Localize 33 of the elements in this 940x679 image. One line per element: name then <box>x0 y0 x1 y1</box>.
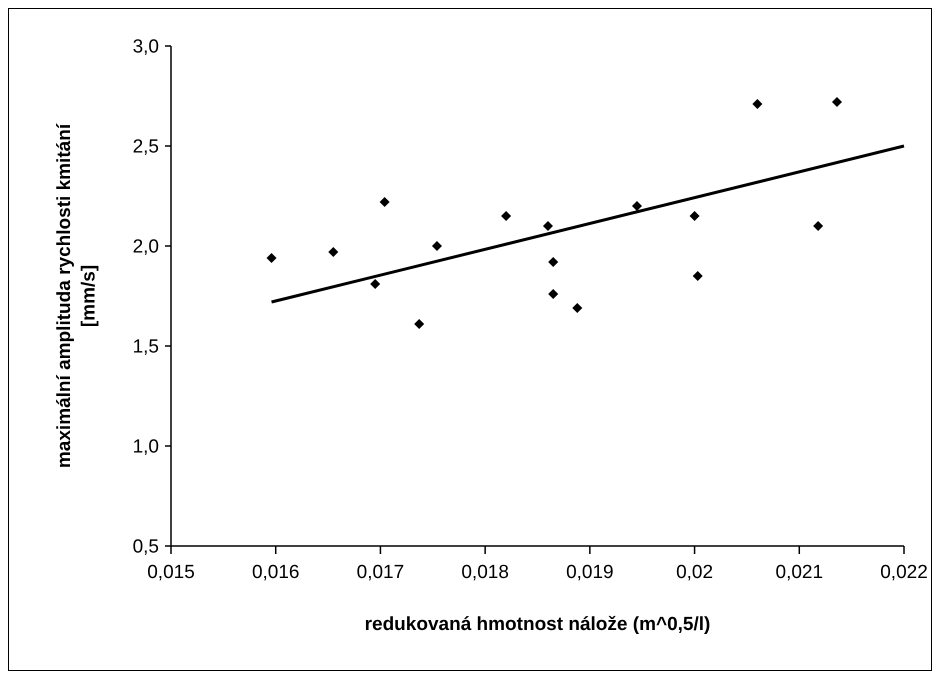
point <box>432 240 442 252</box>
y-tick-label: 2,0 <box>132 236 159 258</box>
x-tick-label: 0,016 <box>252 562 300 583</box>
x-tick-label: 0,019 <box>566 562 614 583</box>
y-tick-label: 2,5 <box>132 136 159 158</box>
point <box>572 302 582 314</box>
point <box>548 256 558 268</box>
point <box>370 278 380 290</box>
x-axis-title: redukovaná hmotnost nálože (m^0,5/l) <box>364 614 710 635</box>
point <box>542 220 553 232</box>
point <box>832 96 842 108</box>
point <box>501 210 512 222</box>
x-tick-label: 0,018 <box>461 562 509 583</box>
y-tick-label: 3,0 <box>132 36 159 58</box>
point <box>266 252 277 264</box>
point <box>813 220 824 232</box>
y-tick-label: 0,5 <box>132 536 159 558</box>
point <box>632 200 642 212</box>
x-tick-label: 0,021 <box>776 562 824 583</box>
x-tick-label: 0,015 <box>147 562 195 583</box>
y-axis-title: maximální amplituda rychlosti kmitání [mm/s] <box>54 123 100 468</box>
point <box>692 270 703 282</box>
y-tick-label: 1,0 <box>132 436 159 458</box>
point <box>752 98 762 110</box>
x-tick-label: 0,022 <box>880 562 928 583</box>
x-tick-label: 0,02 <box>676 562 714 583</box>
y-tick-label: 1,5 <box>132 336 159 358</box>
point <box>548 288 558 300</box>
point <box>328 246 338 258</box>
point <box>690 210 700 222</box>
point <box>380 196 390 208</box>
point <box>414 318 424 330</box>
x-tick-label: 0,017 <box>356 562 404 583</box>
